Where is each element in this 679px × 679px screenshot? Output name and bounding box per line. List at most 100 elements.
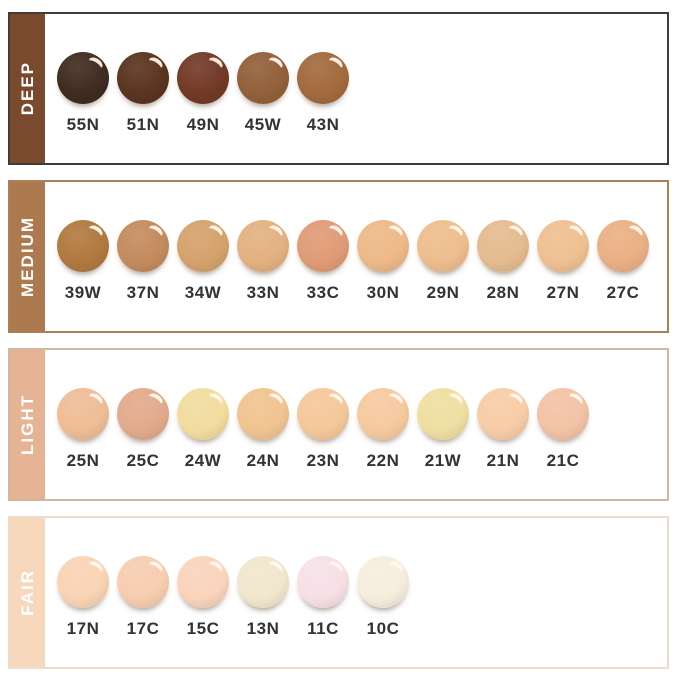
swatch-gloss-highlight [563, 222, 586, 244]
shade-swatch-circle [237, 220, 289, 272]
swatch-gloss-highlight [263, 222, 286, 244]
swatch-code-label: 55N [66, 115, 100, 134]
swatch-15c: 15C [177, 556, 229, 639]
swatch-gloss-highlight [383, 222, 406, 244]
swatch-27c: 27C [597, 220, 649, 303]
shade-swatch-circle [117, 220, 169, 272]
shade-swatch-circle [357, 388, 409, 440]
shade-swatch-circle [537, 220, 589, 272]
swatch-code-label: 30N [366, 283, 400, 302]
swatch-24w: 24W [177, 388, 229, 471]
swatch-gloss-highlight [203, 558, 226, 580]
swatch-25c: 25C [117, 388, 169, 471]
category-sidebar: DEEP [10, 14, 45, 163]
swatch-33n: 33N [237, 220, 289, 303]
swatch-code-label: 33N [246, 283, 280, 302]
shade-swatch-circle [597, 220, 649, 272]
swatch-gloss-highlight [503, 390, 526, 412]
shade-swatch-circle [237, 52, 289, 104]
shade-swatch-circle [57, 52, 109, 104]
shade-swatch-circle [537, 388, 589, 440]
swatch-group: 55N 51N 49N 45W 43N [57, 52, 349, 135]
swatch-gloss-highlight [203, 54, 226, 76]
swatch-gloss-highlight [503, 222, 526, 244]
swatch-17n: 17N [57, 556, 109, 639]
swatch-51n: 51N [117, 52, 169, 135]
swatch-gloss-highlight [263, 558, 286, 580]
shade-row-medium: MEDIUM 39W 37N 34W 33N 33C 30N 29N 28N 27N 27C [8, 180, 669, 333]
swatch-group: 39W 37N 34W 33N 33C 30N 29N 28N 27N 27C [57, 220, 649, 303]
swatch-gloss-highlight [383, 390, 406, 412]
swatch-30n: 30N [357, 220, 409, 303]
swatch-gloss-highlight [383, 558, 406, 580]
shade-swatch-circle [177, 388, 229, 440]
shade-swatch-circle [117, 52, 169, 104]
swatch-code-label: 11C [307, 619, 339, 638]
swatch-code-label: 33C [306, 283, 340, 302]
shade-swatch-circle [177, 52, 229, 104]
swatch-gloss-highlight [563, 390, 586, 412]
shade-swatch-circle [297, 388, 349, 440]
swatch-code-label: 51N [126, 115, 160, 134]
swatch-gloss-highlight [143, 222, 166, 244]
swatch-29n: 29N [417, 220, 469, 303]
swatch-gloss-highlight [263, 54, 286, 76]
swatch-gloss-highlight [83, 222, 106, 244]
swatch-code-label: 24W [184, 451, 222, 470]
shade-row-light: LIGHT 25N 25C 24W 24N 23N 22N 21W 21N 21C [8, 348, 669, 501]
shade-swatch-circle [177, 556, 229, 608]
shade-swatch-circle [177, 220, 229, 272]
shade-chart: DEEP 55N 51N 49N 45W 43N MEDIUM 39W 37N 34W 33N… [8, 12, 669, 679]
swatch-49n: 49N [177, 52, 229, 135]
swatch-code-label: 39W [64, 283, 102, 302]
swatch-27n: 27N [537, 220, 589, 303]
swatch-21n: 21N [477, 388, 529, 471]
swatch-code-label: 27N [546, 283, 580, 302]
swatch-17c: 17C [117, 556, 169, 639]
category-label: FAIR [17, 569, 37, 616]
shade-swatch-circle [117, 388, 169, 440]
swatch-code-label: 21N [486, 451, 520, 470]
swatch-gloss-highlight [83, 558, 106, 580]
swatch-code-label: 25C [126, 451, 160, 470]
swatch-37n: 37N [117, 220, 169, 303]
swatch-34w: 34W [177, 220, 229, 303]
swatch-code-label: 43N [306, 115, 340, 134]
swatch-gloss-highlight [263, 390, 286, 412]
shade-swatch-circle [237, 388, 289, 440]
swatch-43n: 43N [297, 52, 349, 135]
swatch-24n: 24N [237, 388, 289, 471]
shade-swatch-circle [57, 556, 109, 608]
swatch-gloss-highlight [323, 558, 346, 580]
swatch-gloss-highlight [143, 558, 166, 580]
swatch-21w: 21W [417, 388, 469, 471]
swatch-code-label: 17N [66, 619, 100, 638]
swatch-gloss-highlight [203, 390, 226, 412]
swatch-code-label: 49N [186, 115, 220, 134]
swatch-13n: 13N [237, 556, 289, 639]
swatch-code-label: 21W [424, 451, 462, 470]
category-sidebar: FAIR [10, 518, 45, 667]
swatch-gloss-highlight [83, 54, 106, 76]
swatch-code-label: 45W [244, 115, 282, 134]
swatch-group: 17N 17C 15C 13N 11C 10C [57, 556, 409, 639]
shade-swatch-circle [237, 556, 289, 608]
shade-swatch-circle [417, 388, 469, 440]
swatch-55n: 55N [57, 52, 109, 135]
swatch-23n: 23N [297, 388, 349, 471]
swatch-code-label: 37N [126, 283, 160, 302]
swatch-gloss-highlight [203, 222, 226, 244]
swatch-code-label: 22N [366, 451, 400, 470]
swatch-code-label: 24N [246, 451, 280, 470]
swatch-gloss-highlight [143, 390, 166, 412]
swatch-code-label: 28N [486, 283, 520, 302]
swatch-21c: 21C [537, 388, 589, 471]
shade-swatch-circle [357, 556, 409, 608]
swatch-gloss-highlight [443, 222, 466, 244]
shade-swatch-circle [357, 220, 409, 272]
swatch-39w: 39W [57, 220, 109, 303]
category-label: LIGHT [17, 394, 37, 455]
swatch-22n: 22N [357, 388, 409, 471]
shade-swatch-circle [297, 220, 349, 272]
